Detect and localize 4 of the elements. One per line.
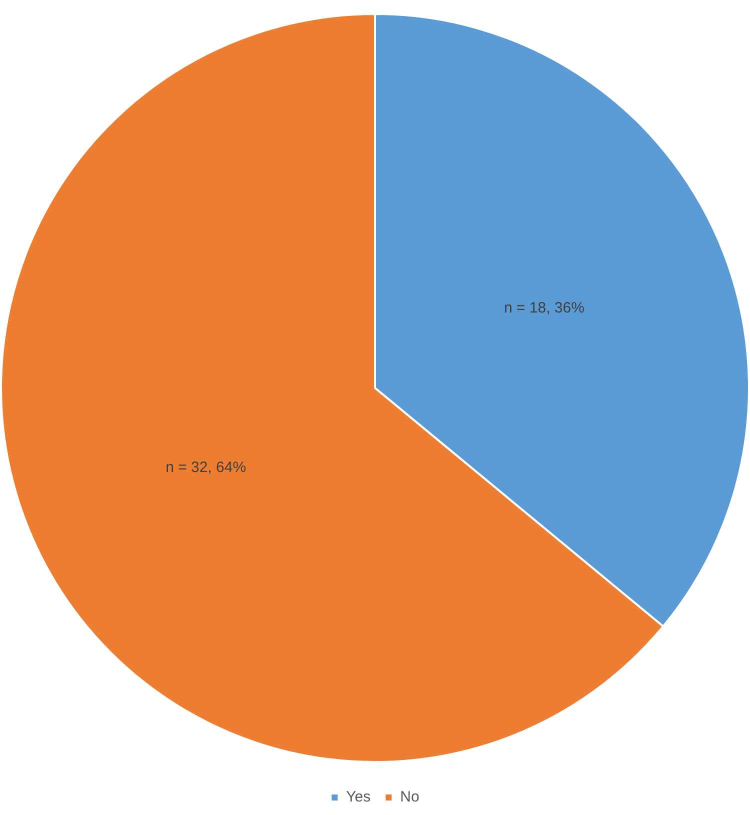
data-label: n = 32, 64% [166, 458, 246, 476]
data-label: n = 18, 36% [504, 300, 584, 317]
legend-label: Yes [346, 788, 371, 806]
legend-label: No [400, 788, 420, 806]
